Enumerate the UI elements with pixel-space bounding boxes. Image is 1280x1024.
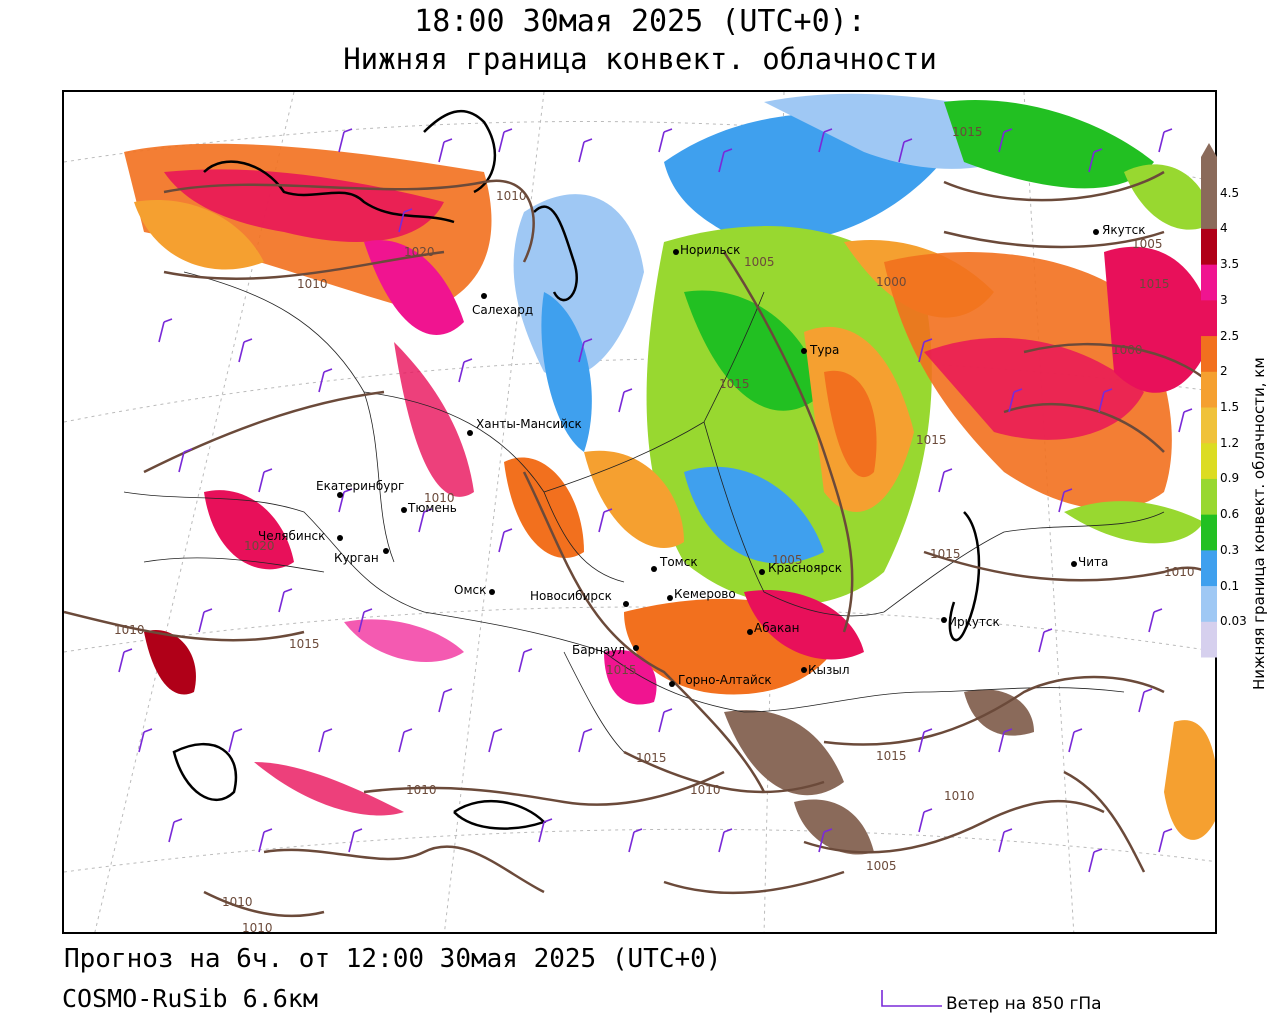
isobar-label: 1015 xyxy=(930,547,961,561)
wind-barb-icon xyxy=(881,990,942,1007)
city-label: Барнаул xyxy=(572,643,625,657)
isobar-label: 1005 xyxy=(866,859,897,873)
isobar-label: 1000 xyxy=(876,275,907,289)
colorbar-tick-label: 0.1 xyxy=(1220,578,1240,593)
colorbar-swatch xyxy=(1201,335,1217,372)
isobar-label: 1015 xyxy=(876,749,907,763)
isobars xyxy=(64,170,1215,918)
colorbar-tick-label: 0.9 xyxy=(1220,471,1240,486)
city-label: Курган xyxy=(334,551,379,565)
colorbar-tick-label: 4.5 xyxy=(1220,185,1240,200)
isobar-label: 1010 xyxy=(406,783,437,797)
city-label: Красноярск xyxy=(768,561,842,575)
title-line-2: Нижняя граница конвект. облачности xyxy=(343,42,937,76)
wind-legend: Ветер на 850 гПа xyxy=(880,988,1160,1018)
colorbar-tick-label: 0.03 xyxy=(1220,614,1247,629)
city-label: Томск xyxy=(659,555,698,569)
city-label: Челябинск xyxy=(258,529,325,543)
map-panel[interactable]: 1010 1005 1010 1000 1015 1020 1015 1005 … xyxy=(62,90,1217,934)
isobar-label: 1020 xyxy=(244,539,275,553)
colorbar-tick-label: 2.5 xyxy=(1220,328,1240,343)
colorbar-swatch xyxy=(1201,407,1217,444)
colorbar-swatch xyxy=(1201,228,1217,265)
isobar-label: 1015 xyxy=(916,433,947,447)
wind-legend-label: Ветер на 850 гПа xyxy=(946,994,1102,1014)
isobar-label: 1010 xyxy=(424,491,455,505)
isobar-label: 1015 xyxy=(289,637,320,651)
city-label: Новосибирск xyxy=(530,589,612,603)
isobar-label: 1020 xyxy=(404,245,435,259)
isobar-label: 1010 xyxy=(944,789,975,803)
isobar-labels: 1010 1005 1010 1000 1015 1020 1015 1005 … xyxy=(114,125,1195,934)
city-label: Норильск xyxy=(680,243,740,257)
colorbar-tick-label: 1.2 xyxy=(1220,435,1240,450)
colorbar-tick-label: 4 xyxy=(1220,221,1228,236)
colorbar-swatch xyxy=(1201,514,1217,551)
isobar-label: 1015 xyxy=(636,751,667,765)
city-markers: Салехард Норильск Якутск Тура Ханты-Манс… xyxy=(258,223,1146,687)
isobar-label: 1005 xyxy=(1132,237,1163,251)
city-label: Иркутск xyxy=(948,615,1000,629)
city-label: Якутск xyxy=(1102,223,1146,237)
cloud-field xyxy=(124,93,1215,855)
wind-barbs xyxy=(118,128,1193,873)
isobar-label: 1005 xyxy=(744,255,775,269)
colorbar-swatch xyxy=(1201,264,1217,301)
city-label: Тюмень xyxy=(407,501,457,515)
colorbar-tick-label: 2 xyxy=(1220,364,1228,379)
colorbar-tick-label: 0.6 xyxy=(1220,507,1240,522)
city-label: Омск xyxy=(454,583,486,597)
city-label: Ханты-Мансийск xyxy=(476,417,582,431)
colorbar-title: Нижняя граница конвект. облачности, км xyxy=(1250,357,1268,690)
colorbar xyxy=(1201,143,1217,658)
colorbar-swatch xyxy=(1201,192,1217,229)
colorbar-swatch xyxy=(1201,621,1217,658)
isobar-label: 1010 xyxy=(690,783,721,797)
city-label: Салехард xyxy=(472,303,533,317)
isobar-label: 1010 xyxy=(1164,565,1195,579)
city-label: Тура xyxy=(809,343,839,357)
city-label: Кемерово xyxy=(674,587,736,601)
colorbar-tick-label: 3 xyxy=(1220,292,1228,307)
colorbar-swatch xyxy=(1201,299,1217,337)
model-text: COSMO-RuSib 6.6км xyxy=(62,984,318,1013)
forecast-text: Прогноз на 6ч. от 12:00 30мая 2025 (UTC+… xyxy=(64,944,722,974)
coastline xyxy=(172,110,981,830)
colorbar-swatch xyxy=(1201,585,1217,622)
city-label: Абакан xyxy=(754,621,799,635)
colorbar-swatch xyxy=(1201,157,1217,194)
colorbar-swatch xyxy=(1201,549,1217,587)
isobar-label: 1010 xyxy=(114,623,145,637)
city-label: Чита xyxy=(1078,555,1108,569)
city-label: Екатеринбург xyxy=(316,479,404,493)
city-label: Горно-Алтайск xyxy=(678,673,772,687)
weather-map-svg: 1010 1005 1010 1000 1015 1020 1015 1005 … xyxy=(64,92,1215,934)
title-line-1: 18:00 30мая 2025 (UTC+0): xyxy=(414,4,866,39)
isobar-label: 1015 xyxy=(606,663,637,677)
isobar-label: 1010 xyxy=(242,921,273,934)
colorbar-tick-label: 0.3 xyxy=(1220,542,1240,557)
isobar-label: 1005 xyxy=(772,553,803,567)
isobar-label: 1010 xyxy=(222,895,253,909)
colorbar-swatch xyxy=(1201,442,1217,479)
isobar-label: 1015 xyxy=(1139,277,1170,291)
city-label: Кызыл xyxy=(808,663,850,677)
isobar-label: 1000 xyxy=(1112,343,1143,357)
colorbar-tick-label: 1.5 xyxy=(1220,400,1240,414)
colorbar-swatch xyxy=(1201,371,1217,408)
colorbar-swatch xyxy=(1201,478,1217,515)
isobar-label: 1015 xyxy=(952,125,983,139)
isobar-label: 1010 xyxy=(496,189,527,203)
isobar-label: 1010 xyxy=(297,277,328,291)
colorbar-tick-label: 3.5 xyxy=(1220,257,1240,272)
isobar-label: 1015 xyxy=(719,377,750,391)
